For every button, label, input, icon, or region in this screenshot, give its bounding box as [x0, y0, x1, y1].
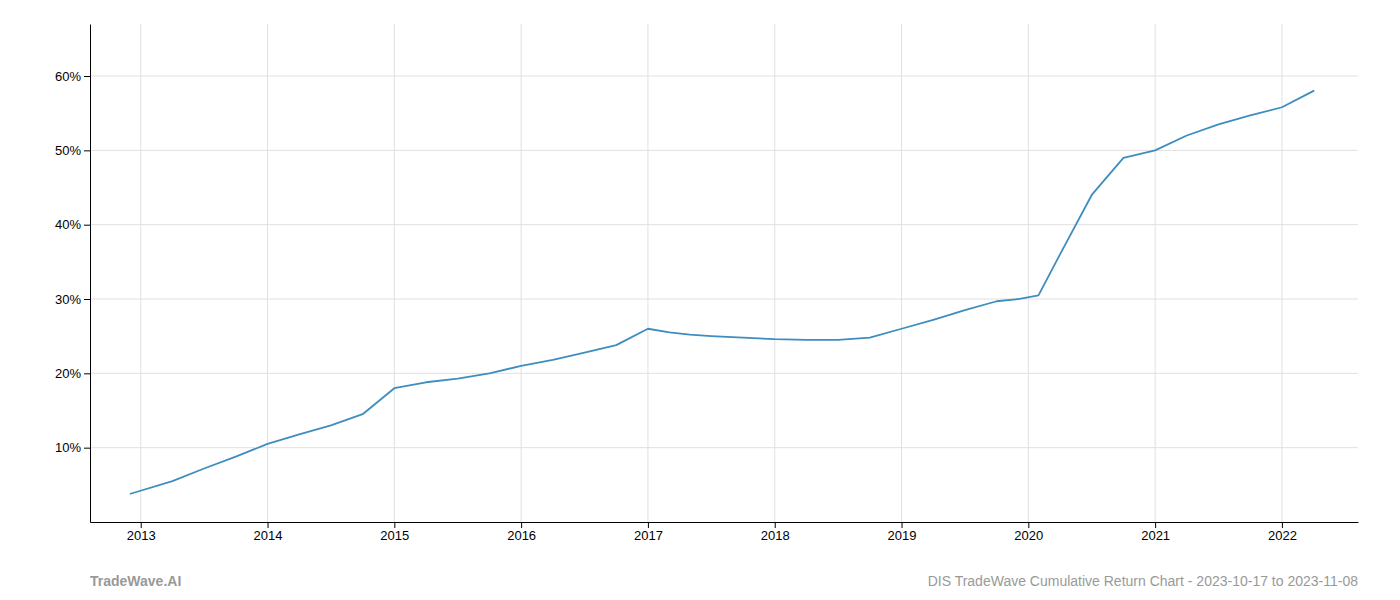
tick-mark — [84, 299, 90, 300]
axis-line — [90, 25, 91, 523]
tick-label: 40% — [55, 217, 81, 232]
tick: 10% — [55, 440, 90, 455]
grid-line — [90, 224, 1358, 225]
tick: 2020 — [1014, 522, 1043, 543]
tick: 20% — [55, 366, 90, 381]
footer-left: TradeWave.AI — [90, 573, 181, 589]
tick-label: 50% — [55, 143, 81, 158]
tick: 40% — [55, 217, 90, 232]
grid-line — [90, 373, 1358, 374]
marks — [131, 91, 1314, 494]
tick: 2015 — [380, 522, 409, 543]
tick-mark — [141, 522, 142, 528]
tick-mark — [1155, 522, 1156, 528]
grid-line — [90, 76, 1358, 77]
footer-right: DIS TradeWave Cumulative Return Chart - … — [928, 573, 1359, 589]
tick: 2022 — [1268, 522, 1297, 543]
tick-mark — [1282, 522, 1283, 528]
tick: 2021 — [1141, 522, 1170, 543]
chart: 2013 2014 2015 2016 2017 2018 2019 2020 2021 2022… — [0, 0, 1400, 600]
tick-label: 2018 — [761, 528, 790, 543]
grid — [90, 24, 1358, 522]
line — [131, 91, 1314, 494]
tick: 2018 — [761, 522, 790, 543]
tick-label: 2019 — [888, 528, 917, 543]
tick-mark — [394, 522, 395, 528]
tick-mark — [268, 522, 269, 528]
tick: 2019 — [888, 522, 917, 543]
tick-label: 30% — [55, 292, 81, 307]
tick: 2017 — [634, 522, 663, 543]
tick: 2013 — [127, 522, 156, 543]
axis-line — [91, 522, 1359, 523]
tick-mark — [84, 448, 90, 449]
tick-mark — [775, 522, 776, 528]
tick-label: 2021 — [1141, 528, 1170, 543]
x-axis: 2013 2014 2015 2016 2017 2018 2019 2020 2021 2022 — [91, 522, 1359, 543]
grid-line — [90, 447, 1358, 448]
tick-label: 10% — [55, 440, 81, 455]
tick-label: 60% — [55, 69, 81, 84]
tick-mark — [648, 522, 649, 528]
grid-line — [90, 150, 1358, 151]
tick: 30% — [55, 292, 90, 307]
tick-mark — [84, 76, 90, 77]
tick-mark — [902, 522, 903, 528]
tick-mark — [84, 150, 90, 151]
tick-label: 2016 — [507, 528, 536, 543]
tick: 50% — [55, 143, 90, 158]
tick-mark — [84, 225, 90, 226]
grid-line — [90, 299, 1358, 300]
tick-label: 2022 — [1268, 528, 1297, 543]
tick-mark — [521, 522, 522, 528]
plot-area: 2013 2014 2015 2016 2017 2018 2019 2020 2021 2022… — [55, 24, 1359, 543]
tick-label: 2015 — [380, 528, 409, 543]
tick-label: 2017 — [634, 528, 663, 543]
tick-label: 2014 — [254, 528, 283, 543]
tick-label: 2013 — [127, 528, 156, 543]
tick-mark — [84, 373, 90, 374]
tick-label: 20% — [55, 366, 81, 381]
tick-label: 2020 — [1014, 528, 1043, 543]
y-axis: 10% 20% 30% 40% 50% 60% — [55, 25, 91, 523]
tick: 60% — [55, 69, 90, 84]
tick: 2014 — [254, 522, 283, 543]
tick: 2016 — [507, 522, 536, 543]
tick-mark — [1028, 522, 1029, 528]
